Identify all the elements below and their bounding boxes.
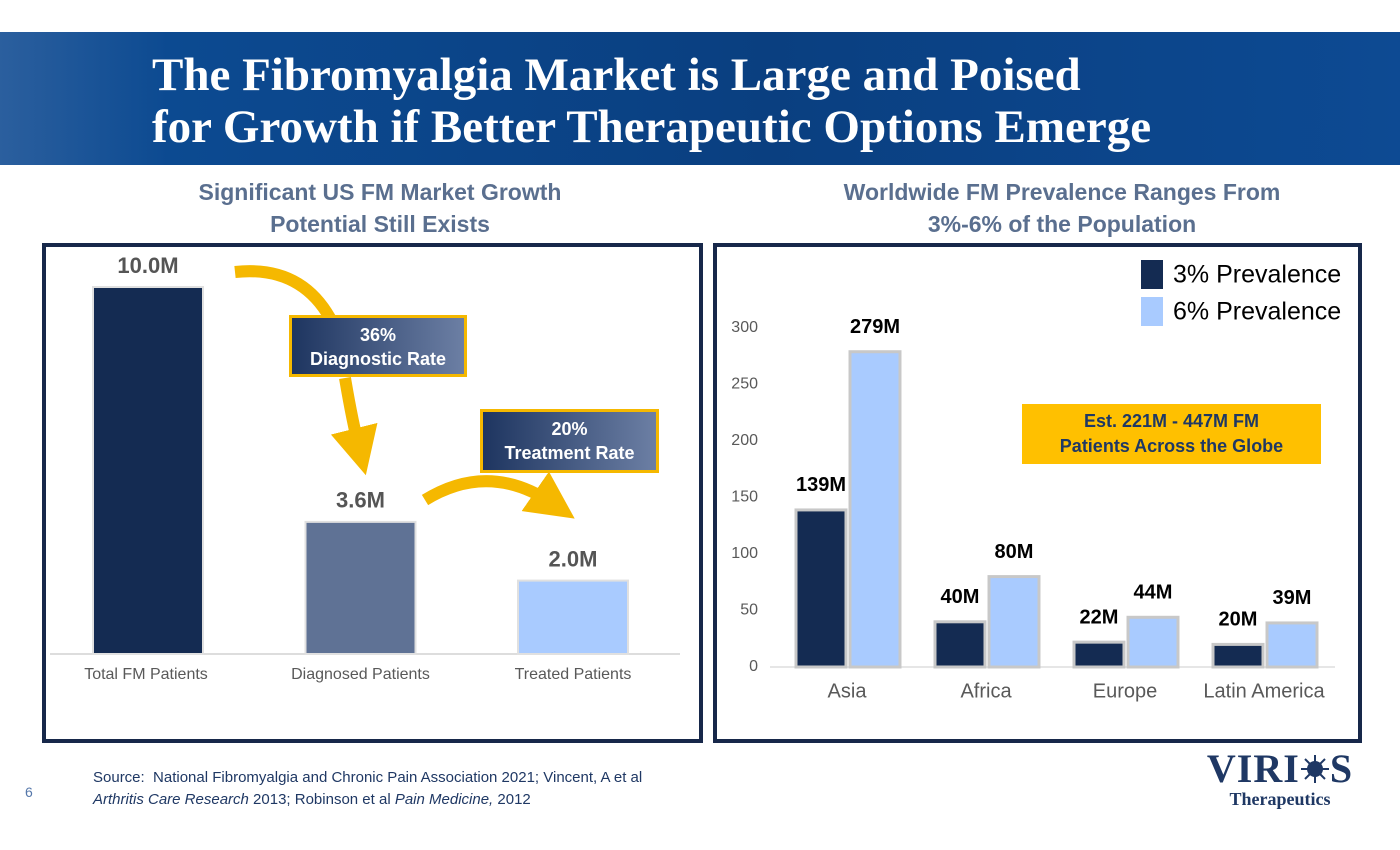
page-number: 6 bbox=[25, 784, 33, 800]
source-text: Arthritis Care Research bbox=[93, 791, 249, 808]
legend-swatch bbox=[1141, 260, 1163, 289]
y-tick-label: 250 bbox=[731, 376, 758, 393]
bar bbox=[933, 620, 987, 669]
flow-arrow bbox=[330, 377, 378, 476]
x-tick-label: Treated Patients bbox=[515, 666, 632, 683]
value-label: 44M bbox=[1134, 582, 1173, 604]
source-text: 2013; Robinson et al bbox=[248, 791, 395, 808]
chart-panel bbox=[42, 243, 703, 743]
logo-subtitle: Therapeutics bbox=[1229, 789, 1331, 809]
bar bbox=[794, 508, 848, 669]
source-line: Source: National Fibromyalgia and Chroni… bbox=[93, 769, 642, 786]
value-label: 40M bbox=[941, 586, 980, 608]
value-label: 22M bbox=[1080, 606, 1119, 628]
source-text: 2012 bbox=[493, 791, 531, 808]
x-tick-label: Diagnosed Patients bbox=[291, 666, 430, 683]
chart-title: Significant US FM Market Growth Potentia… bbox=[198, 179, 562, 237]
x-tick-label: Latin America bbox=[1203, 680, 1325, 702]
flow-arrow bbox=[234, 265, 336, 322]
chart-panel bbox=[713, 243, 1362, 743]
legend-swatch bbox=[1141, 297, 1163, 326]
flow-arrow bbox=[421, 471, 575, 519]
slide-title: The Fibromyalgia Market is Large and Poi… bbox=[152, 49, 1081, 101]
x-tick-label: Europe bbox=[1093, 680, 1158, 702]
source-line: Arthritis Care Research 2013; Robinson e… bbox=[93, 791, 531, 808]
y-tick-label: 200 bbox=[731, 432, 758, 449]
bar bbox=[92, 286, 204, 655]
y-tick-label: 100 bbox=[731, 545, 758, 562]
annotation: 36% Diagnostic Rate bbox=[289, 315, 467, 377]
value-label: 39M bbox=[1273, 587, 1312, 609]
value-label: 10.0M bbox=[117, 253, 178, 278]
bar bbox=[1265, 621, 1319, 669]
value-label: 20M bbox=[1219, 609, 1258, 631]
bar bbox=[987, 575, 1041, 669]
annotation: Est. 221M - 447M FM Patients Across the … bbox=[1022, 404, 1321, 464]
value-label: 80M bbox=[995, 541, 1034, 563]
source-text: Pain Medicine, bbox=[394, 791, 494, 808]
bar bbox=[304, 520, 417, 655]
value-label: 3.6M bbox=[336, 488, 385, 513]
legend-label: 6% Prevalence bbox=[1173, 298, 1341, 326]
logo: VIRI S Therapeutics bbox=[1195, 748, 1365, 809]
legend-label: 3% Prevalence bbox=[1173, 261, 1341, 289]
bar bbox=[1211, 642, 1265, 669]
bar bbox=[1072, 640, 1126, 669]
slide-title: for Growth if Better Therapeutic Options… bbox=[152, 101, 1152, 153]
bar bbox=[848, 350, 902, 669]
bar bbox=[517, 579, 629, 655]
bar bbox=[1126, 615, 1180, 669]
chart-title: Worldwide FM Prevalence Ranges From 3%-6… bbox=[843, 179, 1281, 237]
x-tick-label: Asia bbox=[828, 680, 868, 702]
logo-icon bbox=[1300, 755, 1329, 783]
logo-name: VIRI S bbox=[1195, 748, 1365, 790]
logo-text: S bbox=[1329, 746, 1354, 791]
logo-text: VIRI bbox=[1206, 746, 1300, 791]
title-banner bbox=[0, 32, 1400, 165]
value-label: 139M bbox=[796, 474, 846, 496]
y-tick-label: 300 bbox=[731, 319, 758, 336]
y-tick-label: 150 bbox=[731, 489, 758, 506]
annotation: 20% Treatment Rate bbox=[480, 409, 659, 473]
y-tick-label: 50 bbox=[740, 602, 758, 619]
x-tick-label: Africa bbox=[960, 680, 1012, 702]
source-text: Source: National Fibromyalgia and Chroni… bbox=[93, 769, 643, 786]
value-label: 279M bbox=[850, 316, 900, 338]
value-label: 2.0M bbox=[549, 546, 598, 571]
y-tick-label: 0 bbox=[749, 658, 758, 675]
x-tick-label: Total FM Patients bbox=[84, 666, 208, 683]
